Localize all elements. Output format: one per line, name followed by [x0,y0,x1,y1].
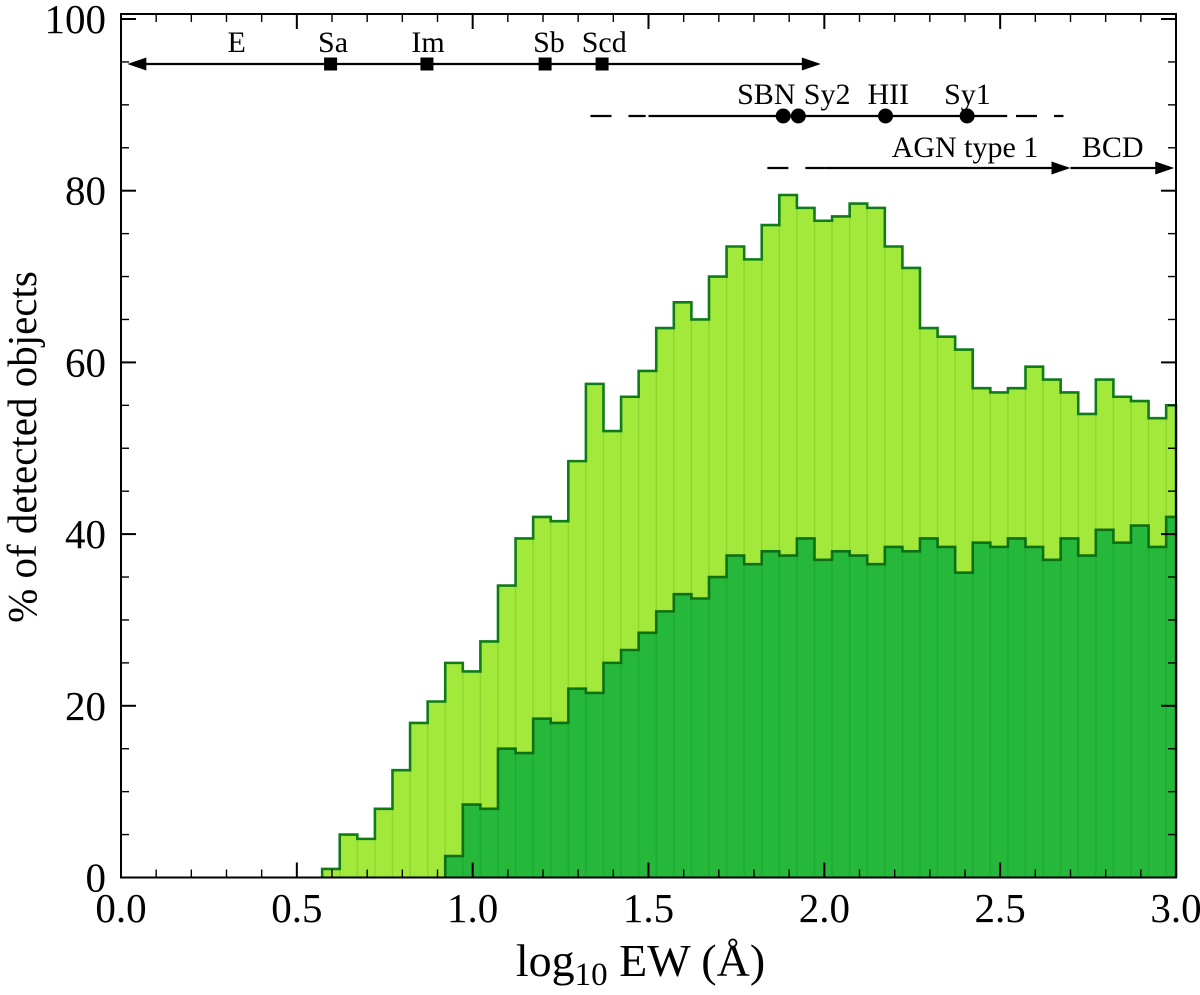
emission-line-classes-annotation: SBN Sy2 HII Sy1 [590,78,1064,124]
square-marker [595,57,609,71]
morphology-sequence-annotation: E Sa Im Sb Scd [127,26,821,71]
x-tick-label: 3.0 [1150,885,1200,931]
arrowhead-right-icon [801,57,821,71]
x-tick-label: 0.5 [271,885,322,931]
dark-histogram [443,515,1178,878]
annotation-label: SBN [737,78,795,111]
y-tick-label: 20 [65,683,106,729]
arrowhead-left-icon [127,57,147,71]
y-tick-label: 40 [65,511,106,557]
x-tick-label: 1.0 [447,885,498,931]
annotation-label: HII [868,78,910,111]
light-histogram-outline [320,193,1178,878]
y-tick-label: 60 [65,339,106,385]
annotation-label: Scd [582,26,627,59]
x-tick-label: 0.0 [95,885,146,931]
annotation-label: Sb [533,26,565,59]
annotation-label: AGN type 1 [892,131,1039,164]
x-tick-label: 2.0 [799,885,850,931]
dark-histogram-outline [443,515,1178,878]
square-marker [324,57,338,71]
agn-type1-bcd-annotation: AGN type 1 BCD [767,131,1175,175]
dot-marker [790,108,806,124]
arrowhead-right-icon [1051,161,1071,175]
x-tick-label: 1.5 [623,885,674,931]
y-tick-label: 80 [65,168,106,214]
y-tick-label: 0 [86,855,107,901]
x-tick-label: 2.5 [975,885,1026,931]
square-marker [420,57,434,71]
annotation-label: BCD [1082,131,1144,164]
dot-marker [775,108,791,124]
y-axis-title: % of detected objects [0,271,45,623]
annotation-label: E [228,26,246,59]
dark-histogram-fill [445,516,1176,878]
square-marker [538,57,552,71]
annotation-label: Im [411,26,444,59]
annotation-label: Sa [318,26,348,59]
annotation-label: Sy2 [804,78,851,111]
annotation-label: Sy1 [944,78,991,111]
arrowhead-right-icon [1155,161,1175,175]
y-tick-label: 100 [45,0,107,42]
dot-marker [959,108,975,124]
dot-marker [878,108,894,124]
x-axis-title: log10 EW (Å) [516,935,765,993]
